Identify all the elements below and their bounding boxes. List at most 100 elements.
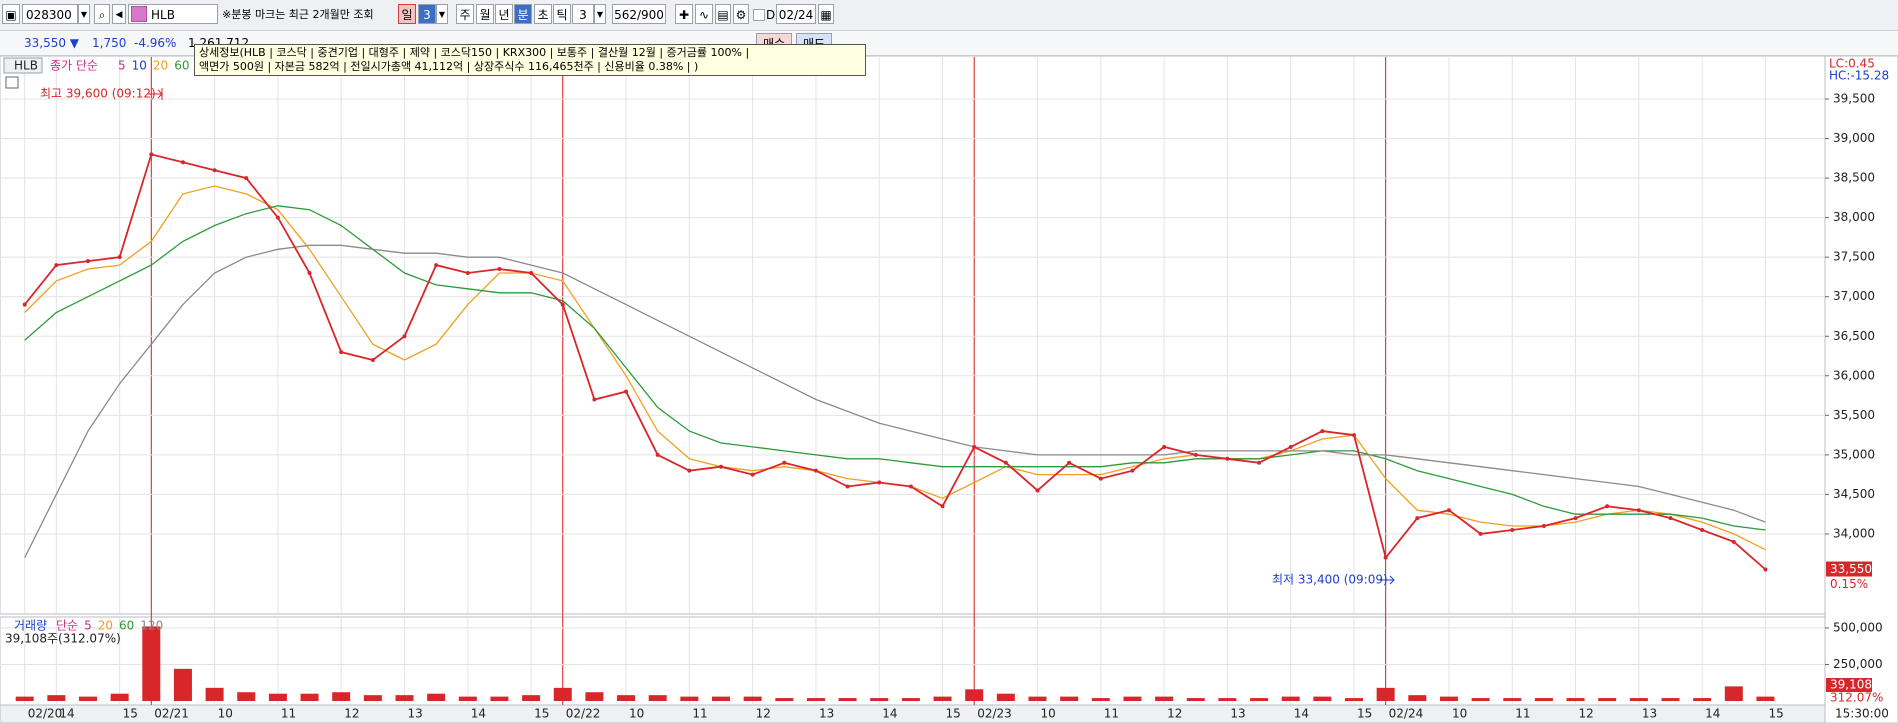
period-button[interactable]: 분 <box>514 4 532 24</box>
legend-entry: 60 <box>174 59 189 73</box>
price-point <box>244 176 249 181</box>
y-tick-label: 39,500 <box>1833 92 1875 106</box>
x-tick-label: 12 <box>344 707 359 721</box>
volume-last-label: 39,108 <box>1830 678 1872 692</box>
legend-entry: 10 <box>132 59 147 73</box>
price-point <box>877 480 882 485</box>
period-button[interactable]: 년 <box>495 4 513 24</box>
volume-bar <box>142 626 161 701</box>
volume-bar <box>1281 696 1300 701</box>
ma-line <box>24 205 1766 531</box>
dropdown[interactable]: ▼ <box>78 4 90 24</box>
search-button[interactable]: ⌕ <box>94 4 110 24</box>
legend-title: HLB <box>14 59 38 73</box>
volume-bar <box>427 693 446 701</box>
price-point <box>54 263 59 268</box>
price-point <box>972 444 977 449</box>
legend-box <box>3 57 43 74</box>
x-tick-label: 12 <box>756 707 771 721</box>
price-point <box>560 302 565 307</box>
period-button[interactable]: 일 <box>398 4 416 24</box>
x-tick-label: 14 <box>471 707 486 721</box>
volume-bar <box>585 692 604 701</box>
volume-bar <box>1503 698 1522 701</box>
period-button[interactable]: 초 <box>534 4 552 24</box>
tooltip-line: 액면가 500원 | 자본금 582억 | 전일시가총액 41,112억 | 상… <box>199 60 699 73</box>
price-point <box>1700 527 1705 532</box>
price-point <box>1067 460 1072 465</box>
volume-title: 거래량 <box>14 619 47 633</box>
volume-bar <box>1313 696 1332 701</box>
name-box[interactable]: HLB <box>128 4 218 24</box>
volume-bar <box>1028 696 1047 701</box>
price-point <box>687 468 692 473</box>
high-annotation: 최고 39,600 (09:12) <box>40 87 156 101</box>
tool-icon[interactable]: ✚ <box>675 4 693 24</box>
price-point <box>529 270 534 275</box>
change: 1,750 <box>92 36 127 50</box>
name-icon <box>131 6 147 22</box>
price-point <box>1035 488 1040 493</box>
price-point <box>908 484 913 489</box>
x-tick-label: 11 <box>281 707 296 721</box>
calendar-icon[interactable]: ▦ <box>818 4 834 24</box>
price-point <box>1098 476 1103 481</box>
price-point <box>1130 468 1135 473</box>
volume-bar <box>490 696 509 701</box>
price-line <box>23 153 1767 571</box>
code-input[interactable]: 028300 <box>22 4 78 24</box>
volume-bar <box>648 695 667 701</box>
table-icon <box>5 76 19 89</box>
tool-icon[interactable]: ∿ <box>695 4 713 24</box>
price-point <box>1763 567 1768 572</box>
dropdown[interactable]: ▼ <box>594 4 606 24</box>
x-tick-label: 14 <box>59 707 74 721</box>
volume-bar <box>1661 698 1680 701</box>
period-button[interactable]: 주 <box>456 4 474 24</box>
volume-bar <box>775 698 794 701</box>
y-tick-label: 35,000 <box>1833 447 1875 461</box>
sound-button[interactable]: ◀ <box>112 4 126 24</box>
volume-bar <box>1155 696 1174 701</box>
y-tick-label: 35,500 <box>1833 408 1875 422</box>
volume-bar <box>996 693 1015 701</box>
x-tick-label: 02/20 <box>28 707 63 721</box>
volume-legend-entry: 5 <box>84 619 92 633</box>
volume-bar <box>1629 698 1648 701</box>
x-tick-label: 15 <box>534 707 549 721</box>
count-box: 562/900 <box>612 4 666 24</box>
volume-legend-entry: 20 <box>98 619 113 633</box>
low-arrow <box>1380 575 1395 585</box>
volume-bar <box>237 692 256 701</box>
x-tick-label: 11 <box>692 707 707 721</box>
x-tick-label: 12 <box>1167 707 1182 721</box>
price-point <box>1257 460 1262 465</box>
menu-icon[interactable]: ▣ <box>2 4 20 24</box>
x-tick-label: 10 <box>1452 707 1467 721</box>
low-annotation: 최저 33,400 (09:09) <box>1272 573 1388 587</box>
price-point <box>370 357 375 362</box>
x-tick-label: 15 <box>1768 707 1783 721</box>
ma-line <box>24 244 1766 558</box>
tick-count[interactable]: 3 <box>572 4 594 24</box>
price-point <box>1446 508 1451 513</box>
legend-label: 종가 단순 <box>50 59 98 73</box>
period-button[interactable]: 틱 <box>553 4 571 24</box>
price-point <box>1352 433 1356 438</box>
price-point <box>1415 516 1420 521</box>
volume-bar <box>332 692 351 701</box>
settings-icon[interactable]: ⚙ <box>733 4 749 24</box>
period-button[interactable]: 3 <box>418 4 436 24</box>
x-tick-label: 02/21 <box>154 707 189 721</box>
save-icon[interactable]: ▤ <box>715 4 731 24</box>
dropdown[interactable]: ▼ <box>436 4 448 24</box>
date-box[interactable]: 02/24 <box>776 4 816 24</box>
price-point <box>624 389 629 394</box>
volume-bar <box>1693 698 1712 701</box>
volume-bar <box>1345 698 1363 701</box>
volume-bar <box>1566 698 1585 701</box>
period-button[interactable]: 월 <box>476 4 494 24</box>
volume-bar <box>1060 696 1079 701</box>
checkbox[interactable] <box>753 9 765 21</box>
y-tick-label: 250,000 <box>1833 657 1883 671</box>
